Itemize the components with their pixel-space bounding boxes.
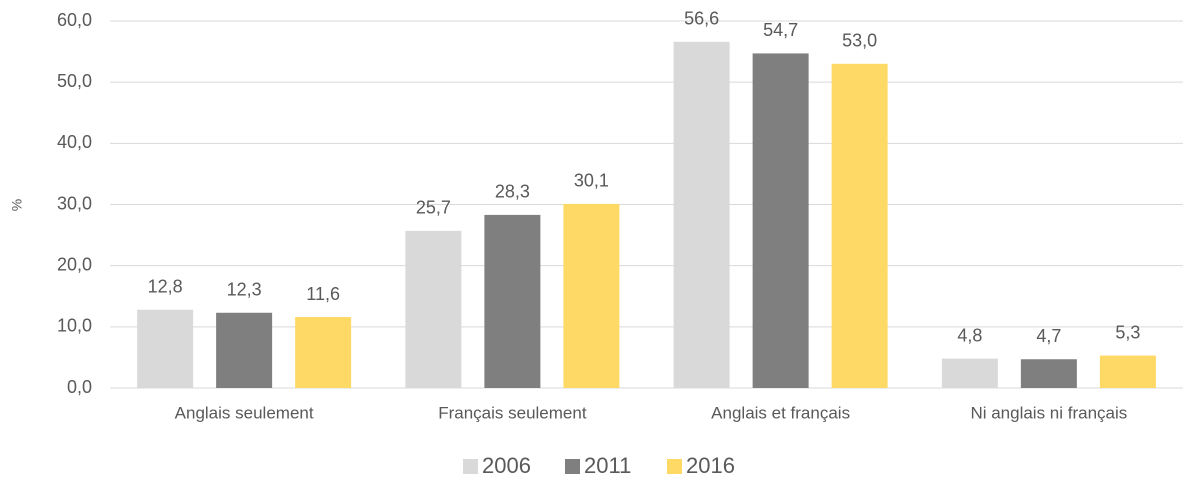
data-label: 12,8 (148, 276, 183, 296)
legend-label: 2016 (686, 453, 735, 478)
bar (216, 312, 273, 388)
data-label: 56,6 (684, 9, 719, 29)
bar (752, 53, 809, 388)
bar (137, 309, 194, 388)
x-tick-label: Anglais et français (711, 403, 850, 422)
data-label: 25,7 (416, 198, 451, 218)
legend-swatch (565, 459, 580, 474)
x-tick-label: Ni anglais ni français (970, 403, 1127, 422)
legend-label: 2006 (482, 453, 531, 478)
y-tick-label: 20,0 (57, 254, 92, 274)
data-label: 28,3 (495, 182, 530, 202)
x-tick-label: Français seulement (438, 403, 587, 422)
bar (1020, 359, 1077, 388)
bar (484, 214, 541, 388)
data-label: 11,6 (306, 284, 340, 304)
bar (831, 63, 888, 389)
legend-label: 2011 (584, 453, 631, 478)
data-label: 53,0 (842, 31, 877, 51)
data-label: 4,7 (1036, 326, 1061, 346)
y-axis-label: % (9, 199, 25, 211)
y-tick-label: 0,0 (67, 377, 92, 397)
bar (295, 317, 352, 388)
data-label: 30,1 (574, 171, 609, 191)
bar (941, 358, 998, 388)
data-label: 4,8 (957, 325, 982, 345)
data-label: 5,3 (1115, 322, 1140, 342)
bar (673, 41, 730, 389)
bar (1099, 355, 1156, 388)
data-label: 12,3 (227, 280, 262, 300)
y-tick-label: 60,0 (57, 10, 92, 30)
y-tick-label: 10,0 (57, 316, 92, 336)
x-tick-label: Anglais seulement (175, 403, 314, 422)
y-tick-label: 30,0 (57, 193, 92, 213)
data-label: 54,7 (763, 20, 798, 40)
bar (563, 203, 620, 388)
legend-swatch (667, 459, 682, 474)
legend-swatch (463, 459, 478, 474)
y-tick-label: 50,0 (57, 71, 92, 91)
y-tick-label: 40,0 (57, 132, 92, 152)
bar (405, 230, 462, 388)
